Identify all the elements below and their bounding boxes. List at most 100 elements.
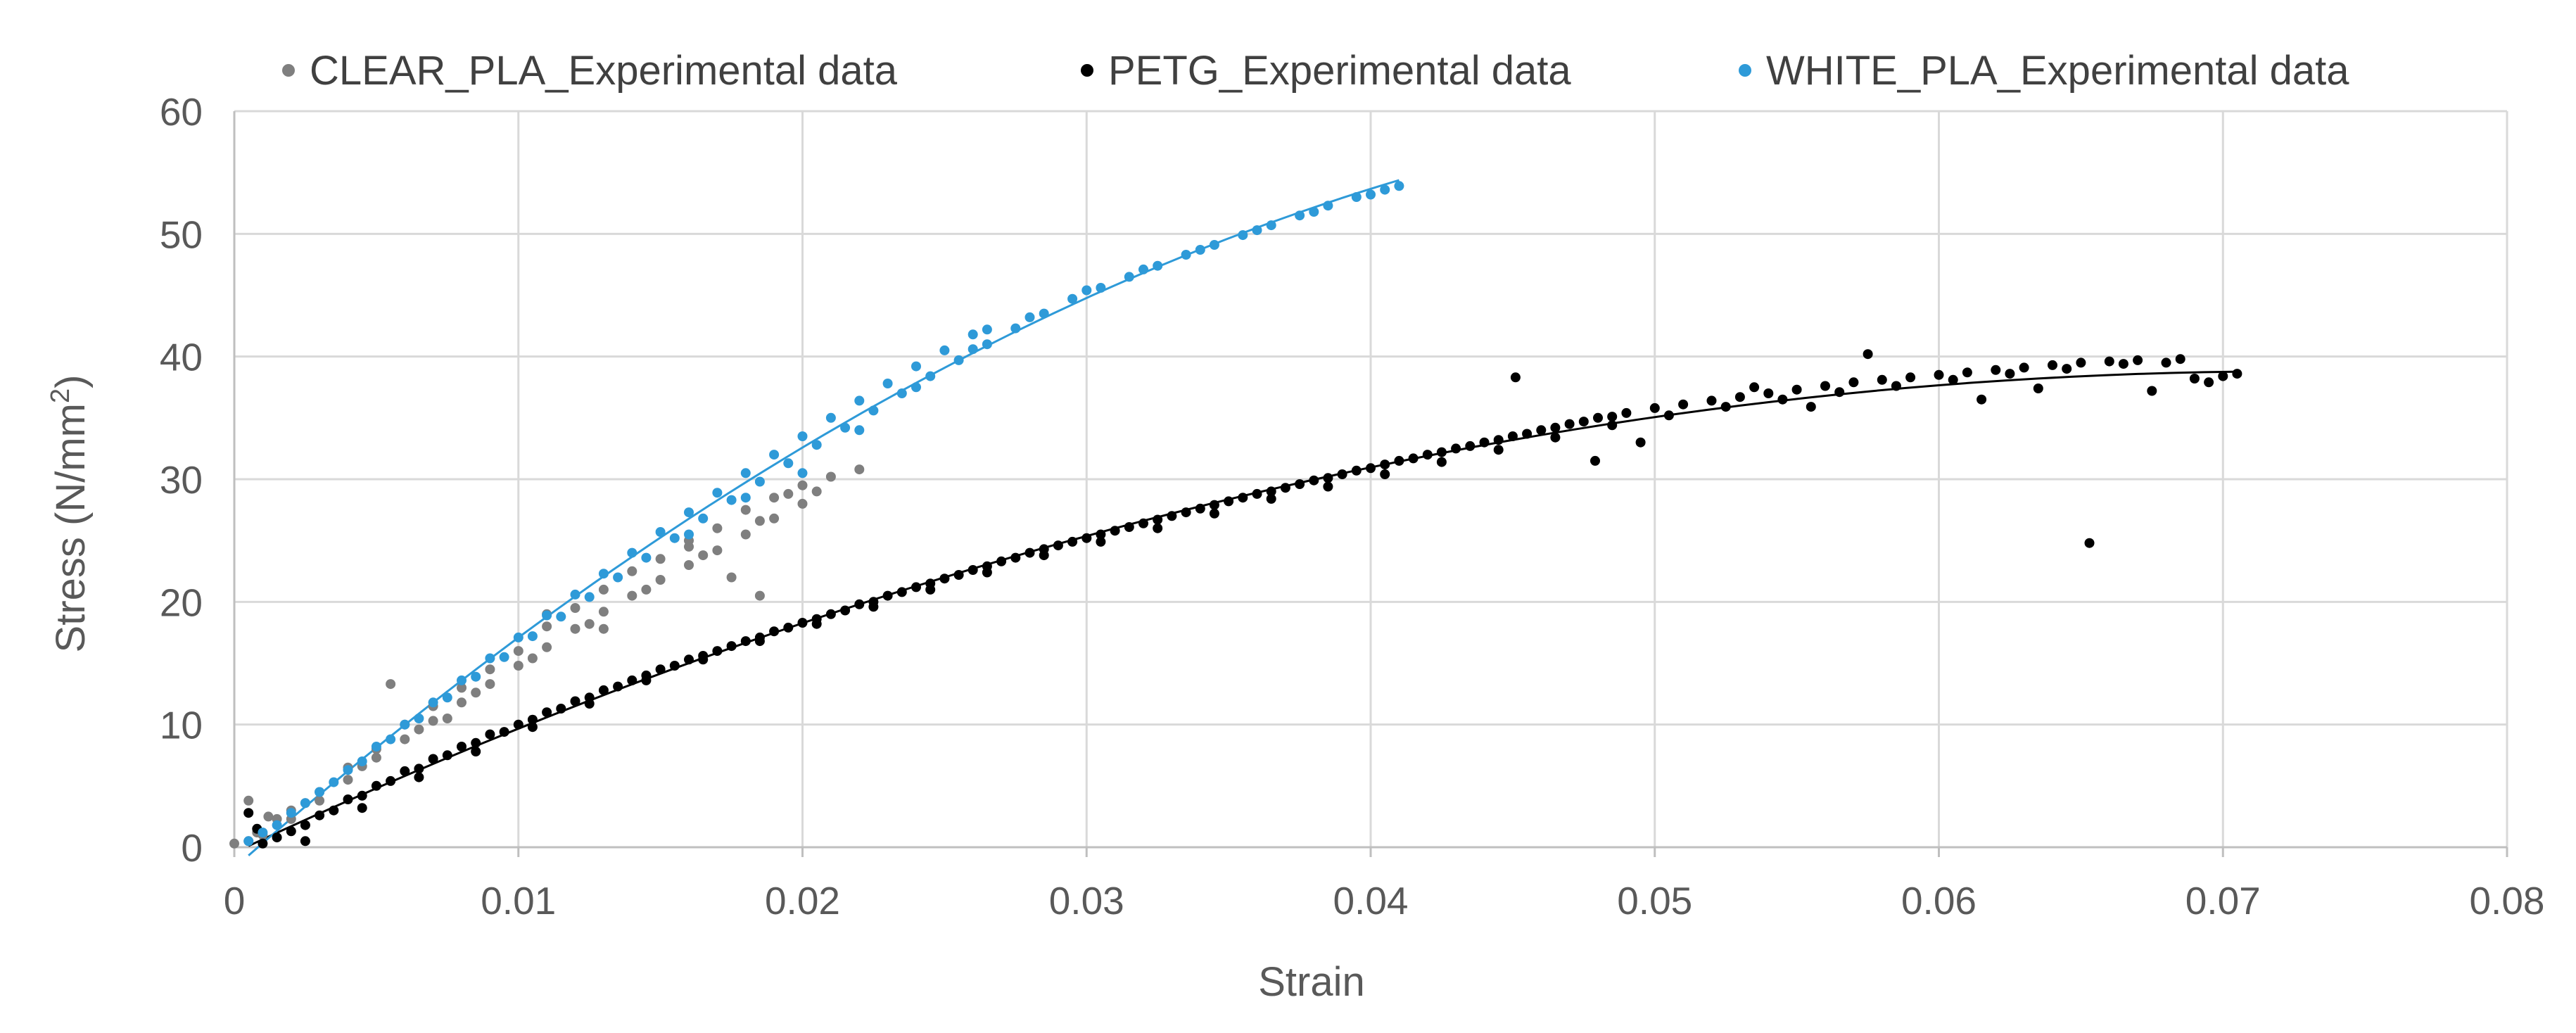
data-point: [229, 838, 239, 849]
data-point: [598, 569, 609, 579]
data-point: [1096, 536, 1106, 547]
data-point: [542, 621, 552, 632]
data-point: [797, 431, 808, 441]
data-point: [471, 747, 481, 756]
data-point: [996, 556, 1007, 566]
data-point: [357, 756, 367, 766]
data-point: [598, 685, 609, 695]
data-point: [1067, 536, 1078, 547]
data-point: [286, 826, 296, 837]
data-point: [329, 805, 339, 816]
data-point: [840, 605, 851, 616]
data-point: [1891, 381, 1901, 391]
data-point: [471, 687, 481, 698]
data-point: [1408, 453, 1419, 464]
x-tick-label: 0.02: [765, 879, 840, 923]
legend: CLEAR_PLA_Experimental data PETG_Experim…: [282, 48, 2349, 94]
data-point: [769, 450, 780, 460]
data-point: [868, 602, 879, 612]
data-point: [783, 488, 794, 499]
data-point: [243, 808, 254, 818]
data-point: [1096, 529, 1106, 540]
data-point: [457, 742, 467, 752]
legend-item-petg[interactable]: PETG_Experimental data: [1081, 48, 1571, 94]
data-point: [400, 734, 410, 744]
data-point: [1380, 184, 1390, 195]
data-point: [272, 820, 282, 830]
y-axis-title-main: Stress (N/mm: [48, 403, 94, 652]
data-point: [1590, 455, 1600, 466]
data-point: [1863, 349, 1873, 360]
legend-marker-clear-pla: [282, 64, 295, 77]
data-point: [1024, 312, 1035, 322]
data-point: [1096, 283, 1106, 293]
legend-item-white-pla[interactable]: WHITE_PLA_Experimental data: [1739, 48, 2349, 94]
data-point: [1238, 230, 1248, 241]
data-point: [584, 619, 595, 629]
data-point: [1209, 508, 1219, 519]
data-point: [300, 798, 310, 809]
data-point: [371, 752, 381, 763]
data-point: [1877, 374, 1887, 385]
data-point: [414, 772, 424, 782]
data-point: [2175, 354, 2185, 365]
data-point: [953, 355, 964, 365]
data-point: [471, 737, 481, 748]
data-point: [2189, 374, 2200, 384]
data-point: [258, 828, 268, 838]
data-point: [1295, 210, 1305, 221]
data-point: [655, 554, 666, 564]
data-point: [655, 575, 666, 585]
y-tick-label: 30: [160, 458, 203, 502]
data-point: [457, 675, 467, 685]
data-point: [1124, 272, 1134, 282]
data-point: [542, 707, 552, 718]
legend-marker-white-pla: [1739, 64, 1751, 77]
data-point: [386, 679, 396, 690]
data-point: [457, 697, 467, 708]
data-point: [712, 646, 723, 657]
legend-item-clear-pla[interactable]: CLEAR_PLA_Experimental data: [282, 48, 898, 94]
data-point: [485, 653, 495, 664]
data-point: [1905, 372, 1916, 383]
data-point: [1195, 245, 1205, 255]
data-point: [343, 775, 353, 785]
data-point: [570, 589, 580, 600]
data-point: [386, 734, 396, 744]
data-point: [613, 681, 623, 692]
data-point: [570, 623, 580, 634]
data-point: [1678, 399, 1689, 410]
data-point: [2019, 362, 2029, 373]
data-point: [513, 646, 524, 657]
data-point: [1621, 407, 1632, 418]
data-point: [641, 584, 652, 595]
data-point: [1777, 394, 1788, 405]
data-point: [925, 371, 936, 381]
data-point: [1948, 374, 1958, 385]
data-point: [1706, 395, 1717, 406]
data-point: [797, 498, 808, 509]
data-point: [754, 516, 765, 526]
data-point: [400, 719, 410, 730]
data-point: [1507, 431, 1518, 441]
data-point: [1848, 377, 1859, 388]
data-point: [1366, 463, 1376, 474]
data-point: [2048, 360, 2057, 370]
data-point: [684, 541, 694, 552]
data-point: [1607, 420, 1618, 431]
data-point: [570, 603, 580, 613]
y-tick-label: 20: [160, 581, 203, 624]
data-point: [925, 584, 936, 595]
data-point: [1153, 523, 1163, 533]
data-point: [754, 476, 765, 487]
data-point: [1209, 500, 1219, 510]
data-point: [740, 636, 751, 647]
data-point: [1663, 410, 1674, 421]
data-point: [442, 714, 452, 723]
data-point: [726, 572, 737, 583]
data-point: [1309, 207, 1319, 217]
data-point: [485, 729, 495, 740]
data-point: [1536, 425, 1547, 436]
data-point: [1351, 465, 1362, 476]
data-point: [2084, 538, 2095, 548]
